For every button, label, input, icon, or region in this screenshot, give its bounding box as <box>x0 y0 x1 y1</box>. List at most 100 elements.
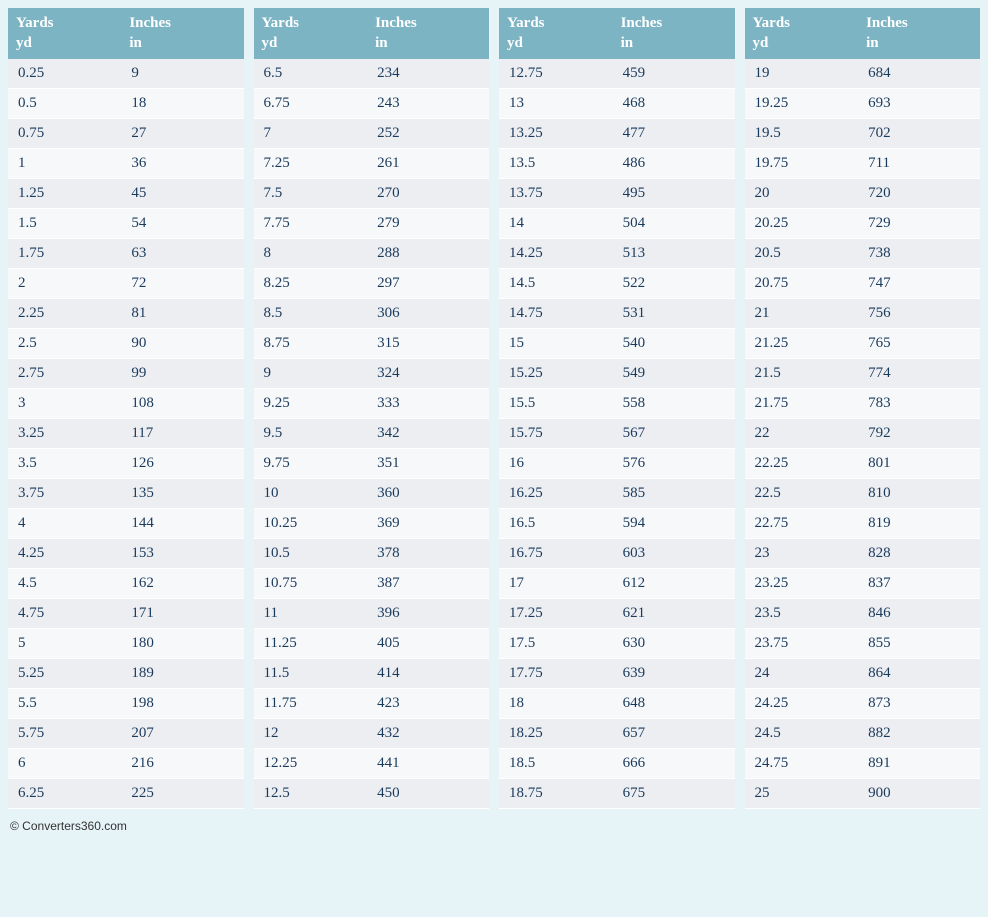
table-row: 16.75603 <box>499 539 735 569</box>
table-row: 17.5630 <box>499 629 735 659</box>
yards-cell: 13.75 <box>499 179 613 209</box>
table-row: 0.518 <box>8 89 244 119</box>
table-row: 18.5666 <box>499 749 735 779</box>
unit-name: Yards <box>16 14 113 34</box>
table-row: 3.5126 <box>8 449 244 479</box>
table-row: 11.5414 <box>254 659 490 689</box>
inches-cell: 117 <box>121 419 243 449</box>
inches-cell: 216 <box>121 749 243 779</box>
yards-cell: 18.75 <box>499 779 613 809</box>
yards-cell: 2.75 <box>8 359 121 389</box>
inches-cell: 531 <box>613 299 735 329</box>
table-row: 0.7527 <box>8 119 244 149</box>
table-row: 20.75747 <box>745 269 981 299</box>
table-row: 16.25585 <box>499 479 735 509</box>
unit-name: Yards <box>507 14 605 34</box>
table-row: 24.75891 <box>745 749 981 779</box>
table-row: 15.75567 <box>499 419 735 449</box>
inches-cell: 54 <box>121 209 243 239</box>
yards-cell: 12.75 <box>499 59 613 89</box>
yards-cell: 2.5 <box>8 329 121 359</box>
table-row: 22792 <box>745 419 981 449</box>
inches-cell: 549 <box>613 359 735 389</box>
table-row: 24.25873 <box>745 689 981 719</box>
yards-cell: 8 <box>254 239 368 269</box>
inches-cell: 594 <box>613 509 735 539</box>
yards-cell: 3.25 <box>8 419 121 449</box>
inches-cell: 171 <box>121 599 243 629</box>
inches-cell: 486 <box>613 149 735 179</box>
table-row: 23.25837 <box>745 569 981 599</box>
table-row: 20720 <box>745 179 981 209</box>
table-row: 19684 <box>745 59 981 89</box>
inches-cell: 72 <box>121 269 243 299</box>
table-row: 24.5882 <box>745 719 981 749</box>
inches-cell: 315 <box>367 329 489 359</box>
yards-cell: 18.25 <box>499 719 613 749</box>
inches-cell: 261 <box>367 149 489 179</box>
table-row: 7.25261 <box>254 149 490 179</box>
yards-cell: 24.25 <box>745 689 859 719</box>
inches-cell: 270 <box>367 179 489 209</box>
yards-cell: 25 <box>745 779 859 809</box>
table-row: 19.5702 <box>745 119 981 149</box>
inches-cell: 387 <box>367 569 489 599</box>
table-row: 19.25693 <box>745 89 981 119</box>
table-row: 4.5162 <box>8 569 244 599</box>
table-row: 16.5594 <box>499 509 735 539</box>
column-header: Yardsyd <box>8 8 121 59</box>
yards-cell: 14.5 <box>499 269 613 299</box>
yards-cell: 6 <box>8 749 121 779</box>
yards-cell: 9.25 <box>254 389 368 419</box>
column-header: Yardsyd <box>745 8 859 59</box>
table-row: 9.25333 <box>254 389 490 419</box>
yards-cell: 19.25 <box>745 89 859 119</box>
table-row: 11.75423 <box>254 689 490 719</box>
yards-cell: 9.75 <box>254 449 368 479</box>
table-row: 4.25153 <box>8 539 244 569</box>
inches-cell: 891 <box>858 749 980 779</box>
table-row: 10.75387 <box>254 569 490 599</box>
table-row: 7252 <box>254 119 490 149</box>
yards-cell: 24.75 <box>745 749 859 779</box>
table-row: 3108 <box>8 389 244 419</box>
inches-cell: 855 <box>858 629 980 659</box>
yards-cell: 23 <box>745 539 859 569</box>
table-row: 21.75783 <box>745 389 981 419</box>
table-row: 14504 <box>499 209 735 239</box>
yards-cell: 14 <box>499 209 613 239</box>
inches-cell: 198 <box>121 689 243 719</box>
column-header: Inchesin <box>858 8 980 59</box>
yards-cell: 20 <box>745 179 859 209</box>
inches-cell: 405 <box>367 629 489 659</box>
yards-cell: 15.75 <box>499 419 613 449</box>
table-row: 7.5270 <box>254 179 490 209</box>
yards-cell: 5.75 <box>8 719 121 749</box>
unit-abbr: in <box>866 34 972 54</box>
inches-cell: 765 <box>858 329 980 359</box>
table-row: 9.5342 <box>254 419 490 449</box>
yards-cell: 16.5 <box>499 509 613 539</box>
table-row: 19.75711 <box>745 149 981 179</box>
inches-cell: 666 <box>613 749 735 779</box>
yards-cell: 22.25 <box>745 449 859 479</box>
inches-cell: 513 <box>613 239 735 269</box>
yards-cell: 4.75 <box>8 599 121 629</box>
table-row: 20.5738 <box>745 239 981 269</box>
unit-abbr: in <box>621 34 727 54</box>
inches-cell: 108 <box>121 389 243 419</box>
table-row: 1.554 <box>8 209 244 239</box>
yards-cell: 6.25 <box>8 779 121 809</box>
yards-cell: 0.25 <box>8 59 121 89</box>
table-row: 4.75171 <box>8 599 244 629</box>
yards-cell: 3.5 <box>8 449 121 479</box>
table-row: 13.75495 <box>499 179 735 209</box>
inches-cell: 378 <box>367 539 489 569</box>
table-row: 16576 <box>499 449 735 479</box>
inches-cell: 657 <box>613 719 735 749</box>
yards-cell: 23.25 <box>745 569 859 599</box>
table-row: 24864 <box>745 659 981 689</box>
yards-cell: 14.25 <box>499 239 613 269</box>
yards-cell: 16.75 <box>499 539 613 569</box>
table-row: 12432 <box>254 719 490 749</box>
